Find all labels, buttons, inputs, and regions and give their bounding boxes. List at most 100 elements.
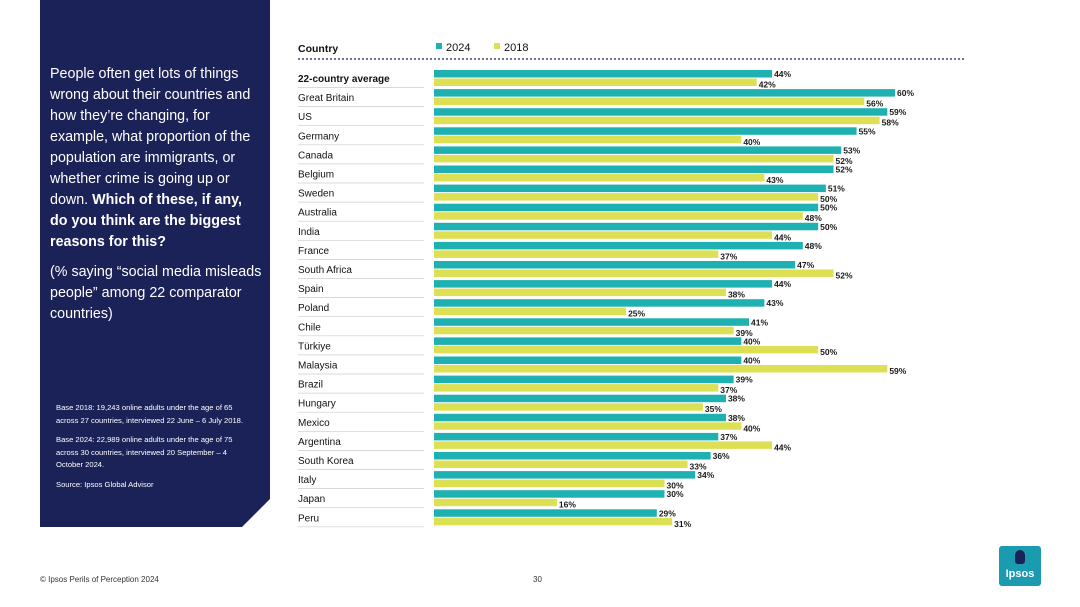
data-label-2024: 39%	[736, 375, 753, 385]
legend-label-2024: 2024	[446, 42, 470, 54]
bar-2018	[434, 97, 865, 106]
data-label-2018: 58%	[882, 118, 899, 128]
note-source: Source: Ipsos Global Advisor	[56, 479, 154, 489]
category-label: Sweden	[298, 189, 334, 200]
footer-copyright: © Ipsos Perils of Perception 2024	[40, 575, 159, 584]
category-label: Italy	[298, 475, 316, 486]
category-label: Argentina	[298, 437, 341, 448]
data-label-2018: 44%	[774, 232, 791, 242]
category-label: Mexico	[298, 418, 330, 429]
sidebar-panel: People often get lots of things wrong ab…	[40, 0, 270, 527]
category-label: US	[298, 112, 312, 123]
page-number: 30	[533, 575, 542, 584]
bar-2018	[434, 422, 742, 430]
bar-2024	[434, 299, 765, 307]
data-label-2024: 48%	[805, 241, 822, 251]
bar-2018	[434, 269, 834, 277]
data-label-2024: 43%	[766, 298, 783, 308]
chart-row: Belgium 52% 43%	[298, 165, 853, 185]
bar-2018	[434, 384, 719, 392]
bar-2018	[434, 345, 819, 354]
data-label-2024: 51%	[828, 184, 845, 194]
chart-row: Poland 43% 25%	[298, 298, 784, 319]
data-label-2018: 40%	[743, 423, 760, 433]
chart-row: Argentina 37% 44%	[298, 432, 792, 452]
data-label-2024: 50%	[820, 203, 837, 213]
data-label-2024: 52%	[836, 165, 853, 175]
data-label-2018: 48%	[805, 213, 822, 223]
bar-2024	[434, 203, 819, 212]
column-header: Country	[298, 43, 338, 55]
data-label-2024: 29%	[659, 508, 676, 518]
legend-swatch-2024	[436, 43, 442, 49]
bar-2018	[434, 250, 719, 258]
chart-row: Sweden 51%50%	[298, 184, 845, 204]
data-label-2024: 55%	[859, 126, 876, 136]
question-bold: Which of these, if any, do you think are…	[50, 192, 243, 250]
bar-2024	[434, 70, 773, 78]
note-base-2018: Base 2018: 19,243 online adults under th…	[56, 403, 243, 425]
bar-2018	[434, 403, 703, 411]
bar-2024	[434, 509, 657, 517]
data-label-2018: 33%	[690, 462, 707, 472]
data-label-2018: 16%	[559, 500, 576, 510]
data-label-2024: 50%	[820, 222, 837, 232]
bar-2024	[434, 184, 826, 193]
data-label-2024: 60%	[897, 88, 914, 98]
data-label-2018: 31%	[674, 519, 691, 529]
category-label: Germany	[298, 131, 339, 142]
bar-2024	[434, 127, 857, 135]
category-label: Canada	[298, 150, 333, 161]
data-label-2024: 38%	[728, 394, 745, 404]
data-label-2018: 52%	[836, 156, 853, 166]
category-label: Hungary	[298, 399, 336, 410]
data-label-2018: 30%	[667, 481, 684, 491]
bar-2018	[434, 365, 888, 373]
data-label-2024: 37%	[720, 432, 737, 442]
data-label-2018: 59%	[889, 366, 906, 376]
category-label: Chile	[298, 322, 321, 333]
bar-2024	[434, 241, 803, 250]
logo-text: Ipsos	[1005, 568, 1035, 580]
bar-2018	[434, 231, 773, 239]
data-label-2018: 52%	[836, 271, 853, 281]
data-label-2018: 37%	[720, 385, 737, 395]
chart-row: France 48% 37%	[298, 241, 822, 261]
bar-2018	[434, 135, 742, 144]
question-text: People often get lots of things wrong ab…	[50, 64, 262, 253]
data-label-2018: 38%	[728, 290, 745, 300]
data-label-2024: 38%	[728, 413, 745, 423]
chart-row: Malaysia 40% 59%	[298, 356, 907, 376]
bar-2024	[434, 375, 734, 384]
bar-2018	[434, 460, 688, 468]
category-label: Türkiye	[298, 341, 331, 352]
bar-2018	[434, 154, 834, 163]
bar-2018	[434, 498, 557, 507]
ipsos-logo: Ipsos	[999, 546, 1041, 586]
note-base-2024: Base 2024: 22,989 online adults under th…	[56, 435, 233, 470]
chart-row: 22-country average 44%42%	[298, 69, 792, 90]
bar-2024	[434, 356, 742, 364]
category-label: Australia	[298, 208, 337, 219]
data-label-2024: 34%	[697, 470, 714, 480]
data-label-2018: 44%	[774, 442, 791, 452]
base-notes: Base 2018: 19,243 online adults under th…	[56, 402, 256, 499]
data-label-2024: 44%	[774, 279, 791, 289]
chart-row: Peru 29%31%	[298, 508, 692, 529]
data-label-2018: 50%	[820, 347, 837, 357]
category-label: Belgium	[298, 170, 334, 181]
category-label: Spain	[298, 284, 324, 295]
chart-row: Germany 55% 40%	[298, 126, 876, 147]
chart-row: Canada 53%52%	[298, 145, 861, 166]
category-label: Great Britain	[298, 93, 354, 104]
category-label: Peru	[298, 513, 319, 524]
data-label-2024: 53%	[843, 145, 860, 155]
data-label-2024: 40%	[743, 336, 760, 346]
legend-label-2018: 2018	[504, 42, 528, 54]
bar-2024	[434, 413, 726, 422]
chart-row: South Africa 47% 52%	[298, 260, 853, 281]
chart-row: Great Britain 60% 56%	[298, 88, 914, 109]
chart-row: Türkiye 40% 50%	[298, 336, 838, 357]
bar-2018	[434, 78, 757, 86]
category-label: France	[298, 246, 330, 257]
